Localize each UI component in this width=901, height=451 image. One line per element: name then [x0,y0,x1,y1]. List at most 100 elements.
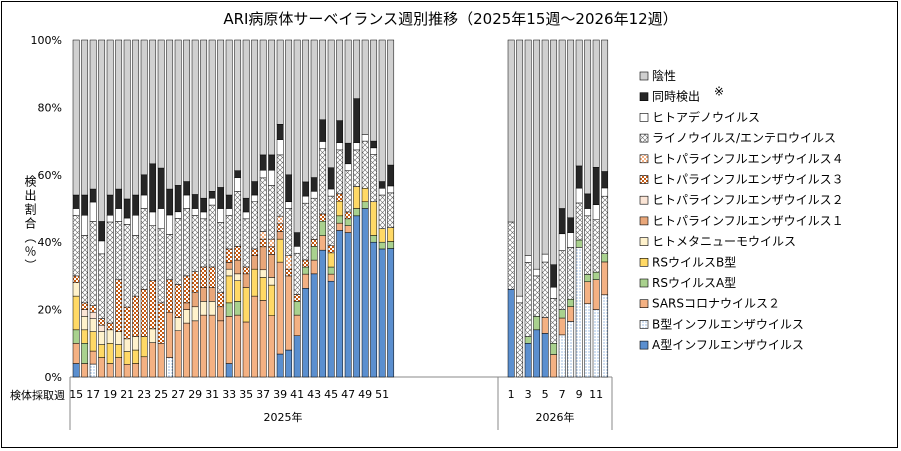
bar-segment [524,255,532,263]
legend-label: A型インフルエンザウイルス [652,338,804,352]
legend-label: B型インフルエンザウイルス [652,317,804,331]
bar-segment [584,39,592,195]
bar-segment [285,349,293,378]
bar-segment [200,287,208,302]
bar-segment [191,215,199,272]
bar-stack [319,39,327,378]
bar-segment [387,164,395,187]
bar-segment [507,221,515,290]
bar-segment [123,224,131,308]
bar-segment [200,197,208,213]
bar-segment [234,246,242,261]
bar-segment [106,214,114,223]
bar-segment [293,294,301,302]
bar-segment [191,306,199,322]
bar-segment [550,264,558,288]
legend-item: 陰性 [639,69,676,83]
bar-segment [115,344,123,358]
bar-segment [276,261,284,355]
legend-swatch [639,113,649,122]
bar-segment [567,321,575,378]
bar-segment [115,221,123,281]
x-tick-label: 33 [222,388,236,401]
legend-item: ヒトパラインフルエンザウイルス２ [639,193,844,207]
bar-segment [132,295,140,337]
bar-segment [276,353,284,378]
bar-segment [166,279,174,313]
bar-segment [601,253,609,263]
bar-segment [217,39,225,188]
bar-segment [310,246,318,261]
bar-segment [575,39,583,167]
bar-segment [234,273,242,281]
bar-segment [558,334,566,378]
bar-segment [123,198,131,219]
bar-segment [140,356,148,378]
bar-segment [541,253,549,263]
bar-segment [584,208,592,217]
bar-segment [115,39,123,190]
legend-label: ライノウイルス/エンテロウイルス [652,131,836,145]
bar-stack [550,39,558,378]
bar-segment [370,201,378,236]
bar-segment [123,217,131,225]
bar-segment [558,233,566,251]
x-tick-label: 7 [559,388,566,401]
bar-segment [174,218,182,285]
x-tick-label: 51 [375,388,389,401]
bar-segment [336,120,344,143]
bar-segment [225,363,233,378]
bar-segment [140,194,148,209]
bar-segment [166,357,174,378]
bar-segment [98,324,106,332]
bar-segment [601,39,609,172]
bar-stack [353,39,361,378]
bar-stack [72,39,80,378]
bar-segment [285,255,293,270]
x-tick-label: 45 [324,388,338,401]
bar-stack [558,39,566,378]
bar-segment [310,239,318,247]
bar-segment [268,315,276,378]
bar-segment [242,266,250,275]
bar-segment [140,208,148,290]
bar-segment [115,279,123,332]
y-tick-label: 80% [38,101,62,114]
bar-segment [208,191,216,199]
bar-segment [268,254,276,278]
bar-segment [361,39,369,135]
bar-segment [276,139,284,156]
legend-swatch [639,133,649,143]
bar-segment [353,215,361,378]
bar-segment [387,248,395,378]
bar-segment [601,171,609,189]
bar-segment [293,301,301,316]
bar-segment [174,317,182,331]
bar-segment [225,316,233,364]
bar-segment [200,314,208,378]
bar-segment [208,197,216,206]
bar-stack [183,39,191,378]
bar-segment [191,208,199,216]
bar-segment [174,211,182,219]
bar-segment [81,235,89,304]
bar-segment [370,241,378,378]
bar-segment [251,181,259,196]
bar-segment [217,292,225,308]
bar-segment [208,301,216,316]
legend-label: ヒトパラインフルエンザウイルス３ [652,173,844,187]
bar-segment [336,222,344,231]
bar-segment [174,185,182,213]
legend-swatch [639,278,649,288]
bar-segment [225,262,233,270]
bar-segment [541,39,549,255]
bar-segment [259,269,267,278]
legend-item: ヒトパラインフルエンザウイルス１ [639,214,844,228]
bar-stack [268,39,276,378]
bar-segment [584,193,592,209]
bar-stack [575,39,583,378]
bar-stack [387,39,395,378]
bar-segment [353,149,361,187]
bar-segment [327,252,335,268]
bar-segment [575,247,583,378]
